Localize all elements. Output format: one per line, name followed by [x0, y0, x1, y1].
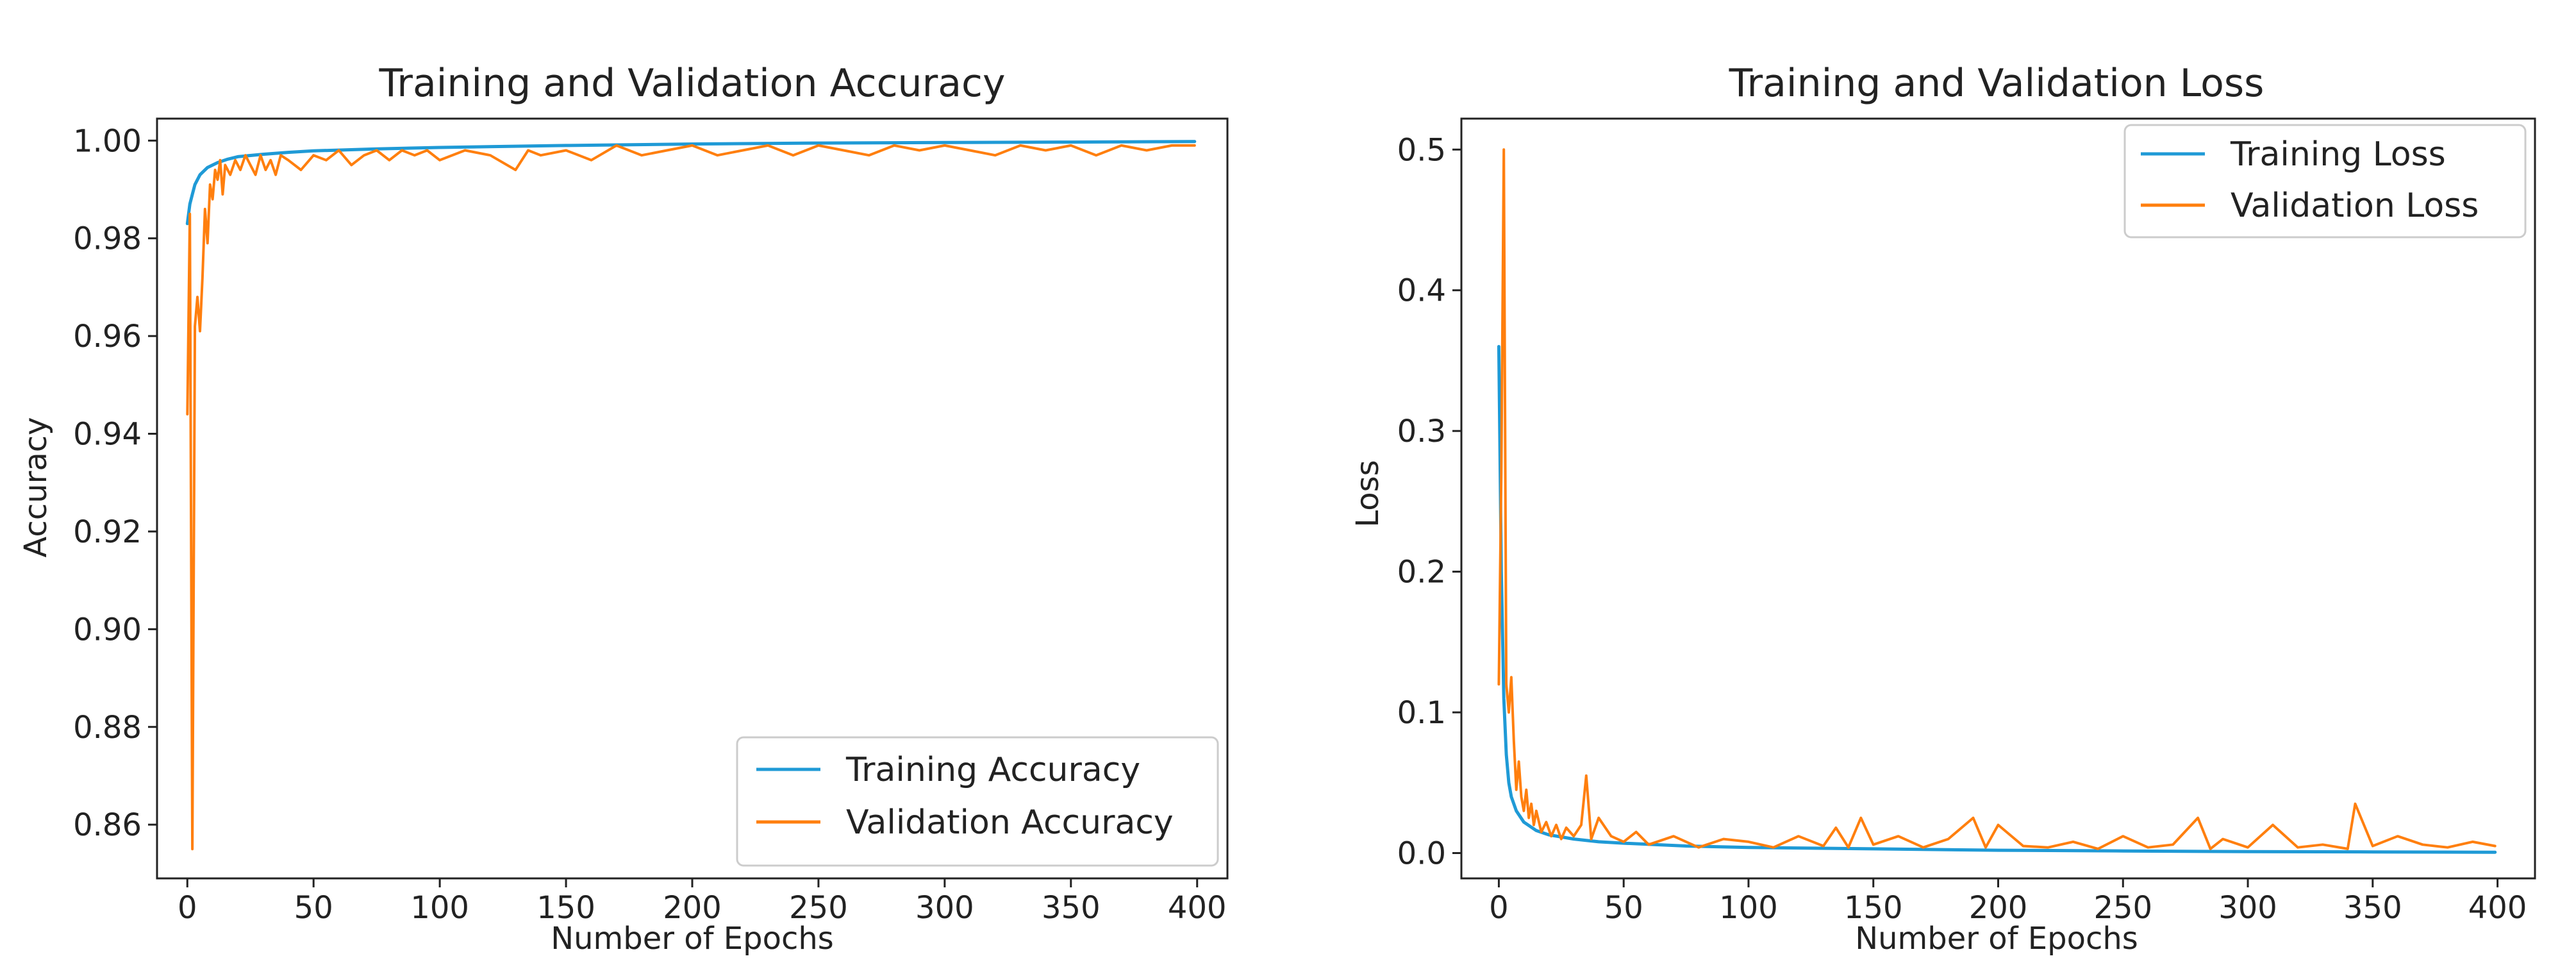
loss-chart-ticks: 0 50 100 150 200 250 300 350 400 0.0 0.1 0.2 0.3 0.4 0…	[1397, 132, 2527, 926]
loss-ytick-label: 0.3	[1397, 414, 1446, 449]
loss-chart-title: Training and Validation Loss	[1729, 61, 2264, 106]
accuracy-series-training-line	[185, 140, 1197, 226]
loss-legend-training-label: Training Loss	[2230, 135, 2446, 174]
accuracy-ytick-label: 0.94	[73, 417, 142, 453]
loss-xtick-label: 350	[2343, 890, 2402, 926]
loss-xtick-label: 200	[1969, 890, 2028, 926]
accuracy-ytick-label: 1.00	[73, 123, 142, 159]
loss-xtick-label: 100	[1719, 890, 1778, 926]
accuracy-series-validation-line	[186, 144, 1196, 851]
accuracy-ytick-label: 0.92	[73, 514, 142, 550]
accuracy-xtick-label: 400	[1168, 890, 1227, 926]
accuracy-legend-box	[736, 736, 1219, 867]
loss-series-training-line	[1497, 345, 2497, 854]
accuracy-chart-legend: Training Accuracy Validation Accuracy	[736, 736, 1219, 867]
accuracy-xtick-label: 50	[294, 890, 333, 926]
loss-legend-box	[2123, 124, 2527, 239]
accuracy-xtick-label: 0	[178, 890, 197, 926]
loss-chart: Training and Validation Loss Number of E…	[1350, 61, 2536, 957]
accuracy-chart-plot-frame	[156, 117, 1229, 880]
accuracy-ytick-label: 0.96	[73, 319, 142, 355]
accuracy-chart-ylabel: Accuracy	[18, 417, 54, 557]
accuracy-chart-ticks: 0 50 100 150 200 250 300 350 400 0.86 0.88 0.90 0.92…	[73, 123, 1226, 926]
accuracy-xtick-label: 100	[410, 890, 469, 926]
loss-ytick-label: 0.4	[1397, 273, 1446, 309]
loss-chart-series	[1497, 148, 2497, 854]
accuracy-ytick-label: 0.88	[73, 710, 142, 746]
loss-ytick-label: 0.2	[1397, 555, 1446, 591]
loss-ytick-label: 0.5	[1397, 132, 1446, 168]
accuracy-chart-xlabel: Number of Epochs	[551, 921, 834, 957]
accuracy-chart-series	[185, 140, 1197, 851]
accuracy-ytick-label: 0.90	[73, 612, 142, 648]
loss-xtick-label: 400	[2468, 890, 2527, 926]
loss-chart-ylabel: Loss	[1350, 460, 1386, 527]
accuracy-xtick-label: 250	[789, 890, 848, 926]
accuracy-chart-title: Training and Validation Accuracy	[378, 61, 1005, 106]
accuracy-ytick-label: 0.86	[73, 807, 142, 843]
loss-xtick-label: 0	[1489, 890, 1509, 926]
loss-xtick-label: 300	[2218, 890, 2277, 926]
loss-chart-plot-frame	[1460, 117, 2536, 880]
loss-ytick-label: 0.1	[1397, 695, 1446, 731]
accuracy-ytick-label: 0.98	[73, 221, 142, 257]
loss-chart-legend: Training Loss Validation Loss	[2123, 124, 2527, 239]
loss-chart-xlabel: Number of Epochs	[1855, 921, 2138, 957]
accuracy-chart: Training and Validation Accuracy Number …	[18, 61, 1229, 957]
loss-xtick-label: 150	[1844, 890, 1903, 926]
loss-ytick-label: 0.0	[1397, 836, 1446, 872]
loss-xtick-label: 50	[1604, 890, 1643, 926]
loss-legend-validation-label: Validation Loss	[2231, 187, 2479, 225]
loss-xtick-label: 250	[2093, 890, 2152, 926]
accuracy-xtick-label: 300	[915, 890, 974, 926]
accuracy-legend-validation-label: Validation Accuracy	[846, 803, 1174, 842]
accuracy-xtick-label: 350	[1042, 890, 1101, 926]
loss-series-validation-line	[1497, 148, 2497, 850]
accuracy-xtick-label: 200	[663, 890, 722, 926]
accuracy-xtick-label: 150	[536, 890, 595, 926]
accuracy-legend-training-label: Training Accuracy	[845, 751, 1140, 789]
